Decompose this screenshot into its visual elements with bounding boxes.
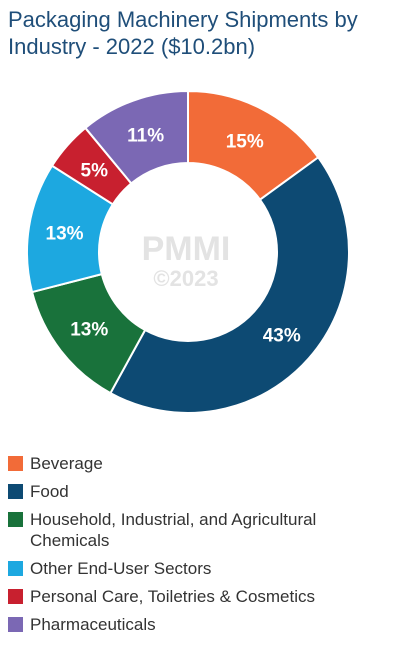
- legend-label: Other End-User Sectors: [30, 559, 212, 578]
- slice-pharmaceuticals: [83, 92, 189, 185]
- legend-swatch: [8, 484, 23, 499]
- legend-swatch: [8, 561, 23, 576]
- legend-label: Household, Industrial, and Agricultural …: [30, 510, 317, 550]
- watermark-copyright: ©2023: [153, 266, 218, 291]
- slice-label-other-end-user-sectors: 13%: [46, 223, 84, 244]
- slice-label-food: 43%: [263, 326, 301, 347]
- donut-slices: [26, 92, 350, 414]
- watermark-brand: PMMI: [142, 230, 231, 268]
- legend-label: Personal Care, Toiletries & Cosmetics: [30, 587, 316, 606]
- legend-label: Beverage: [30, 454, 103, 473]
- donut-chart: PMMI ©2023 15% 43% 13% 13% 5% 11%: [26, 92, 350, 414]
- legend-item-household-industrial-and-agricultural-chemicals: Household, Industrial, and Agricultural …: [8, 509, 398, 551]
- slice-label-beverage: 15%: [226, 132, 264, 153]
- slice-food: [109, 155, 350, 414]
- legend-item-beverage: Beverage: [8, 453, 398, 474]
- legend: Beverage Food Household, Industrial, and A…: [8, 453, 398, 642]
- legend-label: Pharmaceuticals: [30, 615, 156, 634]
- slice-label-personal-care-toiletries-cosmetics: 5%: [81, 160, 109, 181]
- legend-item-other-end-user-sectors: Other End-User Sectors: [8, 558, 398, 579]
- legend-item-food: Food: [8, 481, 398, 502]
- legend-item-personal-care-toiletries-cosmetics: Personal Care, Toiletries & Cosmetics: [8, 586, 398, 607]
- legend-swatch: [8, 617, 23, 632]
- legend-swatch: [8, 456, 23, 471]
- legend-label: Food: [30, 482, 69, 501]
- legend-item-pharmaceuticals: Pharmaceuticals: [8, 614, 398, 635]
- legend-swatch: [8, 589, 23, 604]
- legend-swatch: [8, 512, 23, 527]
- slice-labels: 15% 43% 13% 13% 5% 11%: [46, 125, 301, 346]
- chart-title: Packaging Machinery Shipments by Industr…: [8, 7, 358, 59]
- slice-label-pharmaceuticals: 11%: [127, 125, 164, 146]
- slice-label-household-industrial-and-agricultural-chemicals: 13%: [70, 320, 108, 341]
